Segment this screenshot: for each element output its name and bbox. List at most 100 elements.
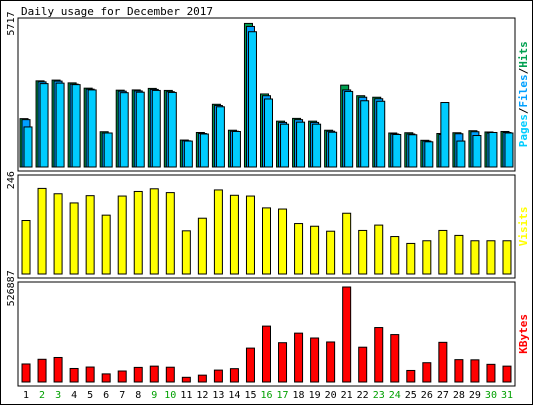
bar-pages-day-5 (87, 89, 97, 168)
bar-pages-day-10 (167, 91, 177, 168)
bar-kbytes-day-1 (21, 363, 31, 383)
y-max-label: 246 (6, 171, 17, 189)
bar-pages-day-13 (215, 106, 225, 168)
bar-pages-day-12 (199, 133, 209, 168)
bar-visits-day-26 (422, 240, 432, 275)
x-tick-label: 25 (405, 390, 417, 401)
bar-kbytes-day-21 (342, 286, 352, 383)
bar-pages-day-7 (119, 92, 129, 168)
bar-pages-day-16 (264, 98, 273, 168)
bar-kbytes-day-7 (117, 370, 127, 383)
bar-visits-day-13 (213, 189, 223, 275)
bar-visits-day-19 (310, 225, 320, 275)
bar-kbytes-day-27 (438, 341, 448, 383)
bar-visits-day-29 (470, 240, 480, 275)
bar-pages-day-15 (247, 31, 257, 168)
x-tick-label: 9 (151, 390, 157, 401)
x-tick-label: 1 (23, 390, 29, 401)
bar-visits-day-5 (85, 195, 95, 275)
bar-pages-day-20 (328, 131, 338, 168)
bar-visits-day-22 (358, 229, 368, 275)
bar-kbytes-day-26 (422, 362, 432, 383)
bar-kbytes-day-31 (502, 365, 512, 383)
x-tick-label: 27 (437, 390, 449, 401)
bar-kbytes-day-10 (165, 366, 175, 383)
bar-kbytes-day-5 (85, 366, 95, 383)
y-max-label: 5717 (6, 12, 17, 36)
bar-visits-day-15 (245, 195, 255, 275)
x-tick-label: 16 (260, 390, 272, 401)
bar-visits-day-7 (117, 195, 127, 275)
bar-kbytes-day-11 (181, 376, 191, 383)
x-tick-label: 15 (244, 390, 256, 401)
x-tick-label: 13 (212, 390, 224, 401)
bar-pages-day-17 (280, 123, 290, 168)
bar-kbytes-day-19 (310, 337, 320, 383)
bar-visits-day-10 (165, 192, 175, 275)
bar-pages-day-26 (424, 141, 434, 168)
bar-kbytes-day-23 (374, 327, 384, 383)
chart-panels: 5717 Pages/Files/Hits 246 Visits 526887 KByte… (6, 12, 530, 387)
bar-pages-day-11 (183, 140, 193, 168)
x-tick-label: 14 (228, 390, 240, 401)
legend-entry: Files (517, 74, 530, 107)
bar-pages-day-3 (55, 82, 65, 168)
bar-visits-day-30 (486, 240, 496, 275)
bar-kbytes-day-24 (390, 334, 400, 383)
bar-kbytes-day-30 (486, 363, 496, 383)
y-max-label: 526887 (6, 270, 17, 306)
bar-kbytes-day-17 (278, 342, 288, 383)
bar-kbytes-day-6 (101, 373, 111, 383)
bar-pages-day-28 (456, 140, 466, 168)
x-tick-label: 22 (357, 390, 369, 401)
bar-pages-day-24 (392, 134, 402, 168)
bar-visits-day-17 (278, 208, 288, 275)
bar-pages-day-22 (360, 100, 370, 168)
bar-visits-day-14 (229, 194, 239, 275)
bar-visits-day-25 (406, 242, 416, 275)
x-tick-label: 2 (39, 390, 45, 401)
x-tick-label: 17 (277, 390, 289, 401)
bar-kbytes-day-25 (406, 369, 416, 383)
x-tick-label: 28 (453, 390, 465, 401)
bar-visits-day-6 (101, 214, 111, 275)
bar-pages-day-4 (71, 84, 81, 168)
bar-visits-day-31 (502, 240, 512, 275)
bar-kbytes-day-29 (470, 359, 480, 383)
bar-pages-day-1 (23, 126, 33, 168)
bar-pages-day-21 (344, 90, 354, 168)
bar-pages-day-6 (103, 132, 113, 168)
bar-visits-day-9 (149, 188, 159, 275)
legend-entry: Hits (517, 41, 530, 68)
x-tick-label: 3 (55, 390, 61, 401)
x-tick-label: 5 (87, 390, 93, 401)
bar-kbytes-day-18 (294, 332, 304, 383)
legend: Visits (517, 207, 530, 247)
bar-visits-day-12 (197, 217, 207, 275)
x-tick-label: 20 (325, 390, 337, 401)
bar-kbytes-day-4 (69, 367, 79, 383)
bar-pages-day-9 (151, 89, 161, 168)
bar-visits-day-20 (326, 230, 336, 275)
x-tick-label: 21 (341, 390, 353, 401)
bar-visits-day-18 (294, 223, 304, 275)
bar-kbytes-day-16 (262, 325, 271, 383)
legend-entry: / (517, 67, 530, 74)
x-tick-label: 7 (119, 390, 125, 401)
legend: Pages/Files/Hits (517, 41, 530, 147)
legend-entry: / (517, 107, 530, 114)
bar-kbytes-day-13 (213, 369, 223, 383)
x-tick-label: 19 (309, 390, 321, 401)
bar-kbytes-day-22 (358, 346, 368, 383)
bar-kbytes-day-15 (245, 347, 255, 383)
bar-visits-day-24 (390, 236, 400, 275)
bar-pages-day-27 (440, 102, 450, 168)
bar-kbytes-day-14 (229, 368, 239, 383)
bar-pages-day-29 (472, 135, 482, 168)
panel-pages-files-hits: 5717 Pages/Files/Hits (6, 12, 530, 172)
panel-visits: 246 Visits (6, 171, 530, 279)
legend: KBytes (517, 314, 530, 354)
bar-visits-day-2 (37, 187, 47, 275)
